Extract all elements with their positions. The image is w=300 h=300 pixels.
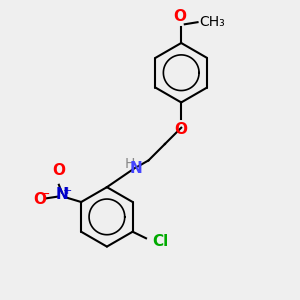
Text: CH₃: CH₃ xyxy=(199,15,225,28)
Text: O: O xyxy=(52,163,65,178)
Text: H: H xyxy=(124,157,135,171)
Text: −: − xyxy=(40,188,50,201)
Text: O: O xyxy=(33,192,46,207)
Text: O: O xyxy=(173,9,186,24)
Text: N: N xyxy=(56,187,69,202)
Text: N: N xyxy=(130,161,142,176)
Text: Cl: Cl xyxy=(152,234,168,249)
Text: +: + xyxy=(62,186,72,196)
Text: O: O xyxy=(175,122,188,137)
